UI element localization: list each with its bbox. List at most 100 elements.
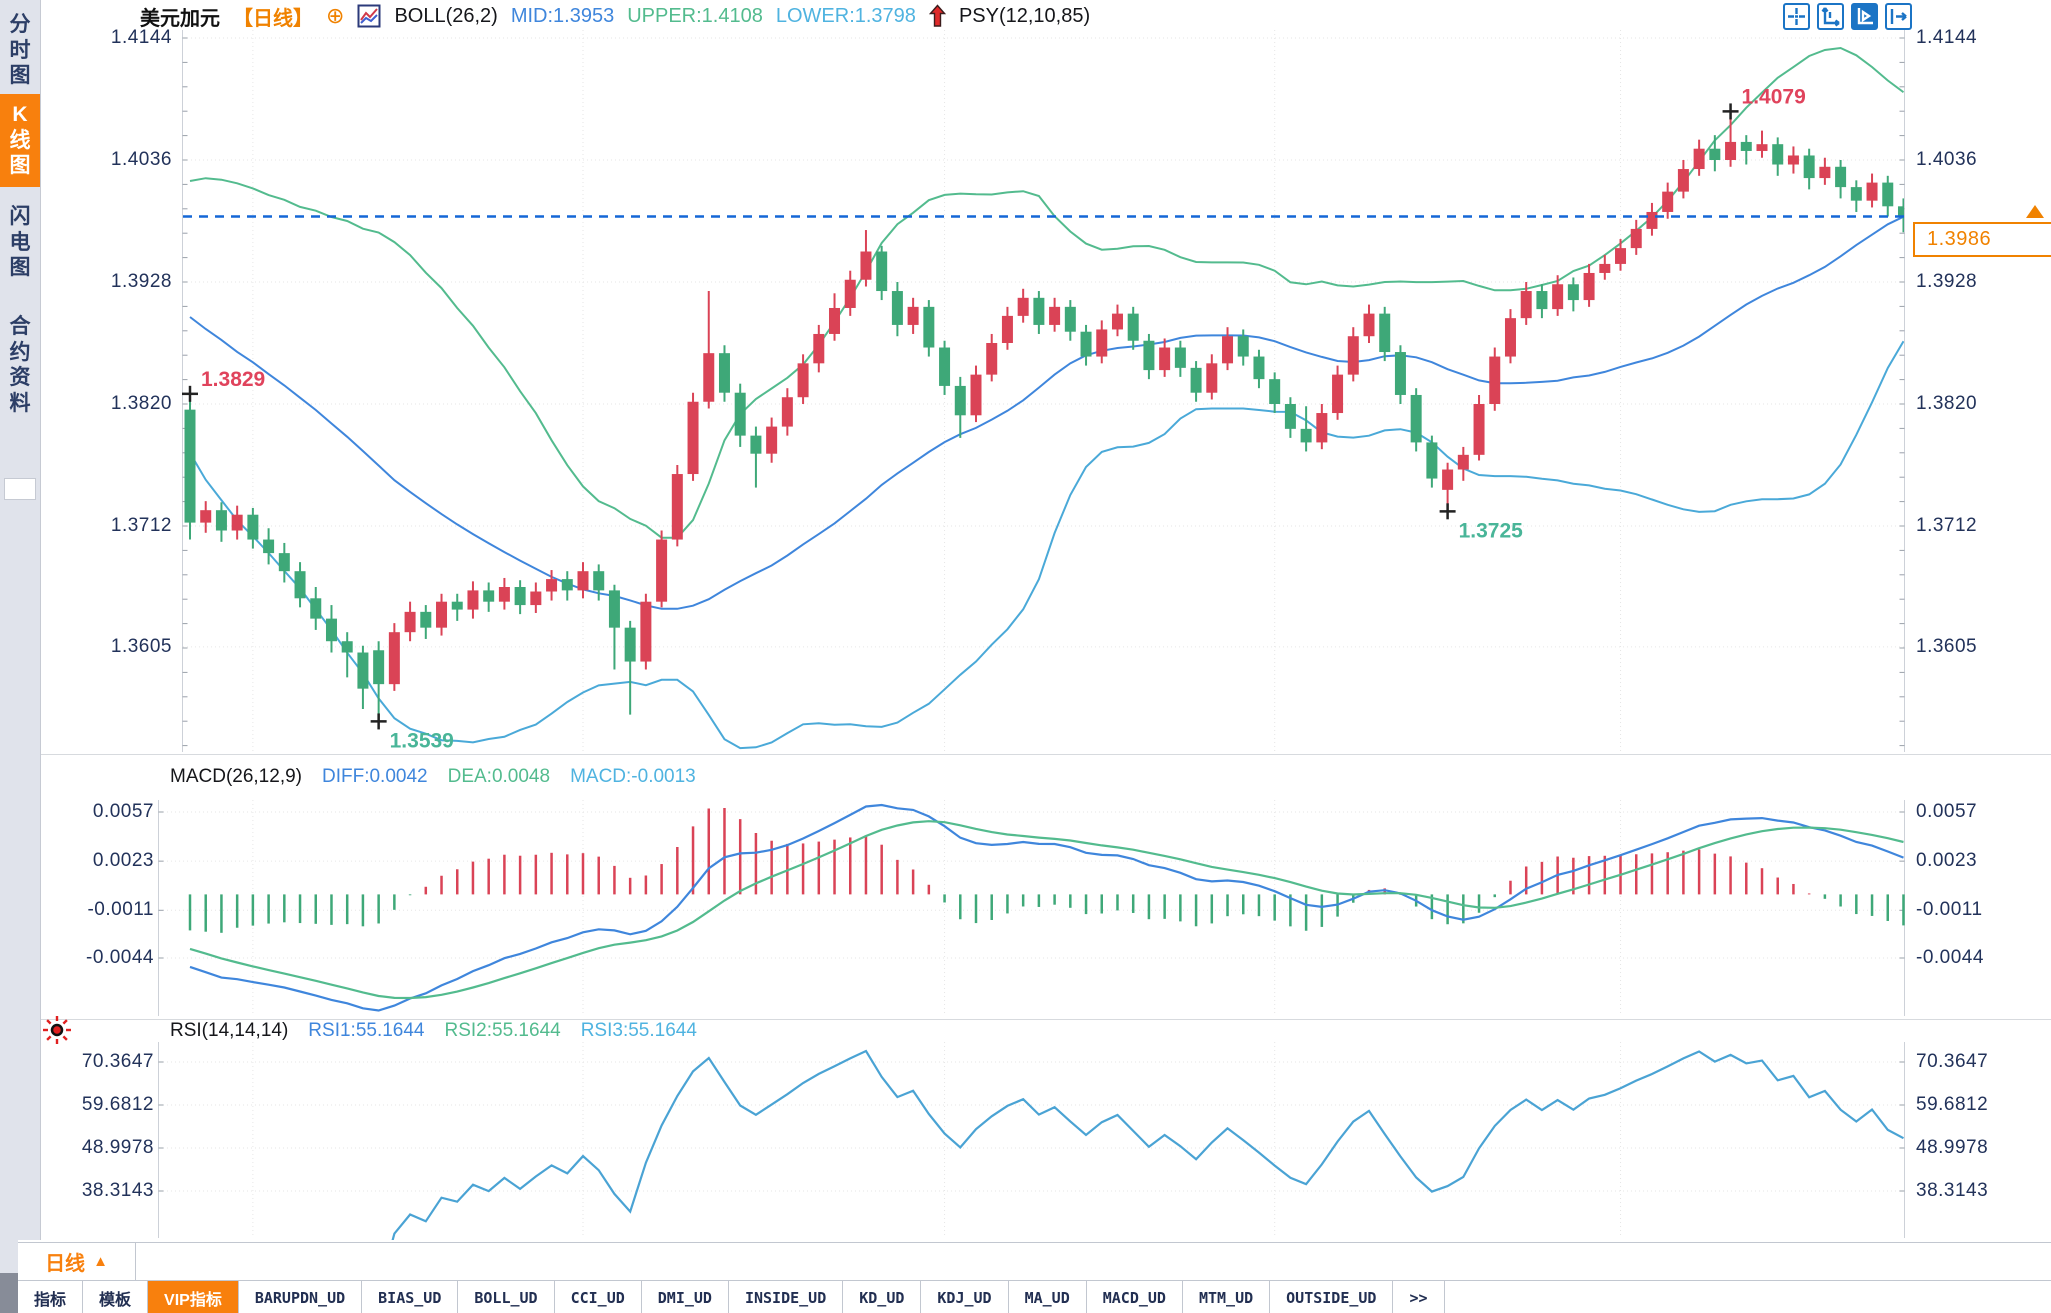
indicator-tab-kdj-ud[interactable]: KDJ_UD <box>921 1281 1009 1313</box>
rsi2-value: RSI2:55.1644 <box>444 1020 561 1041</box>
indicator-tab-inside-ud[interactable]: INSIDE_UD <box>729 1281 844 1313</box>
period-up-triangle-icon: ▲ <box>93 1253 108 1270</box>
rsi3-value: RSI3:55.1644 <box>580 1020 697 1041</box>
macd-axis-label-left: 0.0023 <box>92 850 154 872</box>
bottom-left-filler <box>0 1240 18 1273</box>
boll-lower-value: LOWER:1.3798 <box>775 4 916 27</box>
macd-diff-value: DIFF:0.0042 <box>322 766 428 787</box>
indicator-tab->>[interactable]: >> <box>1393 1281 1445 1313</box>
sidebar: 分时图 K线图闪电图合约资料 <box>0 0 41 1240</box>
price-axis-label-left: 1.3820 <box>110 393 172 414</box>
price-axis-label-right: 1.4144 <box>1916 27 1978 48</box>
macd-dea-value: DEA:0.0048 <box>447 766 551 787</box>
price-axis-label-left: 1.3712 <box>110 515 172 536</box>
price-axis-label-right: 1.3820 <box>1916 393 1978 414</box>
rsi-axis-label-right: 38.3143 <box>1916 1180 1989 1201</box>
macd-axis-label-left: -0.0044 <box>86 946 154 968</box>
period-selector-label: 日线 <box>45 1253 86 1275</box>
sidebar-item-3[interactable]: 闪电图 <box>0 204 40 304</box>
svg-text:1.4079: 1.4079 <box>1742 85 1806 108</box>
red-up-arrow-icon <box>928 4 946 27</box>
sidebar-item-1[interactable]: 分时图 <box>0 12 40 94</box>
svg-text:1.3829: 1.3829 <box>201 368 265 391</box>
bottom-left-corner <box>0 1273 18 1313</box>
price-axis-label-left: 1.4036 <box>110 149 172 170</box>
macd-axis-label-right: -0.0011 <box>1916 899 1983 921</box>
indicator-tab-vip指标[interactable]: VIP指标 <box>148 1281 239 1313</box>
rsi-title: RSI(14,14,14) <box>170 1020 289 1041</box>
rsi-axis-label-right: 70.3647 <box>1916 1051 1989 1072</box>
pan-crosshair-icon[interactable] <box>1783 3 1810 30</box>
price-axis-label-left: 1.4144 <box>110 27 172 48</box>
sidebar-item-label: K线图 <box>9 103 31 178</box>
price-axis-label-left: 1.3928 <box>110 271 172 292</box>
macd-axis-label-left: 0.0057 <box>92 801 154 822</box>
macd-axis-label-right: 0.0057 <box>1916 801 1978 822</box>
add-indicator-icon[interactable]: ⊕ <box>326 3 345 28</box>
gridlines <box>159 30 1904 1238</box>
indicator-tab-barupdn-ud[interactable]: BARUPDN_UD <box>239 1281 363 1313</box>
macd-axis-label-left: -0.0011 <box>87 899 154 921</box>
sidebar-bottom-box <box>4 478 36 500</box>
indicator-tab-ma-ud[interactable]: MA_UD <box>1009 1281 1087 1313</box>
rsi1-value: RSI1:55.1644 <box>308 1020 425 1041</box>
sidebar-item-2[interactable]: K线图 <box>0 94 40 187</box>
indicator-tab-cci-ud[interactable]: CCI_UD <box>555 1281 642 1313</box>
psy-label: PSY(12,10,85) <box>958 4 1091 27</box>
symbol-title: 美元加元 <box>140 7 220 30</box>
price-axis-label-right: 1.3712 <box>1916 515 1978 536</box>
mini-chart-icon <box>357 4 381 28</box>
price-axis-label-right: 1.3928 <box>1916 271 1978 292</box>
price-axis-label-right: 1.4036 <box>1916 149 1978 170</box>
period-selector-button[interactable]: 日线 ▲ <box>18 1243 136 1280</box>
panel-separator <box>40 754 2051 755</box>
rsi-axis-label-left: 59.6812 <box>81 1094 154 1115</box>
indicator-tab-outside-ud[interactable]: OUTSIDE_UD <box>1270 1281 1394 1313</box>
sidebar-item-label: 闪电图 <box>9 205 31 280</box>
period-tag: 【日线】 <box>233 7 313 30</box>
macd-macd-value: MACD:-0.0013 <box>570 766 696 787</box>
chart-header: 美元加元 【日线】 ⊕ BOLL(26,2) MID:1.3953 UPPER:… <box>140 2 1090 30</box>
rsi-axis-label-right: 48.9978 <box>1916 1137 1989 1158</box>
sidebar-item-label: 分时图 <box>9 13 31 88</box>
rsi-axis-label-left: 38.3143 <box>81 1180 154 1201</box>
sidebar-item-4[interactable]: 合约资料 <box>0 314 40 446</box>
axis-range-icon[interactable] <box>1817 3 1844 30</box>
boll-upper-value: UPPER:1.4108 <box>627 4 763 27</box>
svg-text:1.3539: 1.3539 <box>390 729 454 752</box>
auto-scale-play-icon[interactable] <box>1851 3 1878 30</box>
boll-mid-value: MID:1.3953 <box>510 4 615 27</box>
price-axis-label-left: 1.3605 <box>110 635 172 657</box>
indicator-tab-bias-ud[interactable]: BIAS_UD <box>362 1281 459 1313</box>
macd-layer <box>188 803 1905 1012</box>
last-price-badge: 1.3986 <box>1913 222 2051 257</box>
goto-latest-icon[interactable] <box>1885 3 1912 30</box>
macd-title: MACD(26,12,9) <box>170 766 302 787</box>
rsi-axis-label-left: 48.9978 <box>81 1137 154 1158</box>
alert-sun-icon <box>43 1016 71 1044</box>
macd-axis-label-right: -0.0044 <box>1916 946 1984 968</box>
indicator-tab-dmi-ud[interactable]: DMI_UD <box>642 1281 729 1313</box>
boll-label: BOLL(26,2) <box>394 4 498 27</box>
chart-toolbar <box>1783 3 1912 30</box>
indicator-tab-kd-ud[interactable]: KD_UD <box>843 1281 922 1313</box>
panel-separator <box>40 1019 2051 1020</box>
indicator-tab-mtm-ud[interactable]: MTM_UD <box>1183 1281 1271 1313</box>
svg-text:1.3725: 1.3725 <box>1459 519 1524 542</box>
indicator-tab-boll-ud[interactable]: BOLL_UD <box>458 1281 555 1313</box>
macd-panel-header: MACD(26,12,9) DIFF:0.0042 DEA:0.0048 MAC… <box>170 766 696 788</box>
indicator-tab-模板[interactable]: 模板 <box>83 1281 149 1313</box>
price-axis-label-right: 1.3605 <box>1916 635 1978 657</box>
rsi-panel-header: RSI(14,14,14) RSI1:55.1644 RSI2:55.1644 … <box>170 1020 697 1042</box>
date-axis-row <box>18 1242 2051 1281</box>
indicator-tab-指标[interactable]: 指标 <box>18 1281 84 1313</box>
indicator-tab-macd-ud[interactable]: MACD_UD <box>1087 1281 1183 1313</box>
macd-axis-label-right: 0.0023 <box>1916 850 1978 872</box>
sidebar-item-label: 合约资料 <box>9 315 31 415</box>
rsi-axis-label-left: 70.3647 <box>81 1051 154 1072</box>
price-annotations: 1.3829 1.3539 1.3725 1.4079 <box>182 85 1806 752</box>
candles-layer <box>184 111 1904 722</box>
rsi-axis-label-right: 59.6812 <box>1916 1094 1989 1115</box>
